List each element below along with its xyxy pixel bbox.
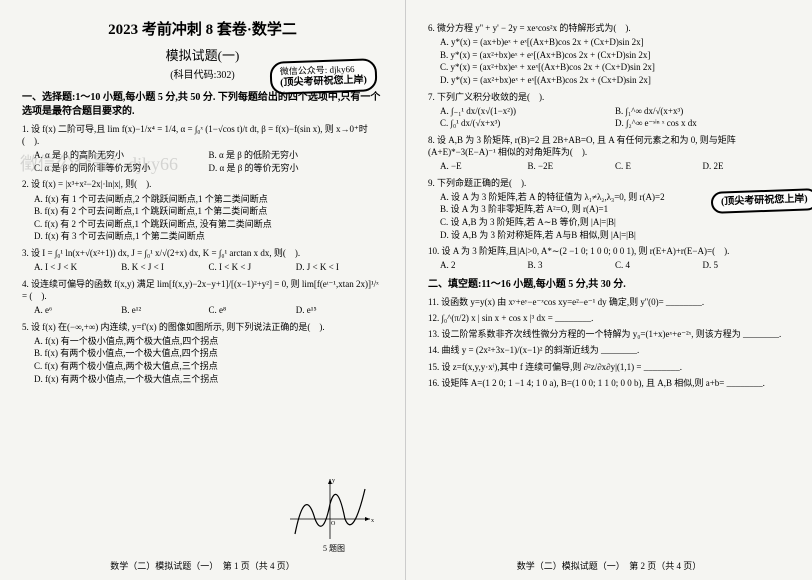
q3-opt-a: A. I < J < K [34,261,121,274]
q10-options: A. 2 B. 3 C. 4 D. 5 [440,259,790,272]
question-9: 9. 下列命题正确的是( ). [428,177,790,189]
question-8: 8. 设 A,B 为 3 阶矩阵, r(B)=2 且 2B+AB=O, 且 A … [428,134,790,158]
q5-opt-a: A. f(x) 有一个极小值点,两个极大值点,四个拐点 [34,335,287,348]
q7-opt-c: C. ∫₀¹ dx/(√x+x³) [440,117,615,130]
q8-options: A. −E B. −2E C. E D. 2E [440,160,790,173]
q5-opt-d: D. f(x) 有两个极小值点,一个极大值点,三个拐点 [34,373,287,386]
q8-opt-d: D. 2E [703,160,791,173]
page-left: 2023 考前冲刺 8 套卷·数学二 模拟试题(一) (科目代码:302) 微信… [0,0,406,580]
q3-opt-c: C. I < K < J [209,261,296,274]
q9-opt-c: C. 设 A,B 为 3 阶矩阵,若 A∼B 等价,则 |A|=|B| [440,216,790,229]
q8-opt-c: C. E [615,160,703,173]
q6-opt-a: A. y*(x) = (ax+b)eˣ + eˣ[(Ax+B)cos 2x + … [440,36,790,49]
q6-options: A. y*(x) = (ax+b)eˣ + eˣ[(Ax+B)cos 2x + … [440,36,790,86]
q7-opt-d: D. ∫₂^∞ e⁻ˢⁱⁿ ˣ cos x dx [615,117,790,130]
q1-opt-c: C. α 是 β 的同阶非等价无穷小 [34,162,209,175]
question-6: 6. 微分方程 y'' + y' − 2y = xeˣcos²x 的特解形式为(… [428,22,790,34]
q10-opt-d: D. 5 [703,259,791,272]
question-11: 11. 设函数 y=y(x) 由 xʸ+eʸ−e⁻ˣcos xy=e²−e⁻¹ … [428,296,790,308]
q4-opt-c: C. e⁸ [209,304,296,317]
q1-opt-a: A. α 是 β 的高阶无穷小 [34,149,209,162]
question-4: 4. 设连续可偏导的函数 f(x,y) 满足 lim[f(x,y)−2x−y+1… [22,278,383,302]
wechat-stamp: 微信公众号: djky66 (顶尖考研祝您上岸) [270,58,378,94]
q2-opt-c: C. f(x) 有 2 个可去间断点,1 个跳跃间断点, 没有第二类间断点 [34,218,383,231]
q8-opt-a: A. −E [440,160,528,173]
q2-opt-a: A. f(x) 有 1 个可去间断点,2 个跳跃间断点,1 个第二类间断点 [34,193,383,206]
question-15: 15. 设 z=f(x,y,y·xⁱ),其中 f 连续可偏导,则 ∂²z/∂x∂… [428,361,790,373]
q6-opt-b: B. y*(x) = (ax²+bx)eˣ + eˣ[(Ax+B)cos 2x … [440,49,790,62]
question-16: 16. 设矩阵 A=(1 2 0; 1 −1 4; 1 0 a), B=(1 0… [428,377,790,389]
q7-opt-b: B. ∫₁^∞ dx/√(x+x³) [615,105,790,118]
stamp-right-line: (顶尖考研祝您上岸) [721,193,808,208]
q5-caption: 5 题图 [323,543,345,554]
question-5: 5. 设 f(x) 在(−∞,+∞) 内连续, y=f'(x) 的图像如图所示,… [22,321,383,333]
section1-head: 一、选择题:1～10 小题,每小题 5 分,共 50 分. 下列每题给出的四个选… [22,91,383,119]
q3-opt-b: B. K < J < I [121,261,208,274]
q2-opt-d: D. f(x) 有 3 个可去间断点,1 个第二类间断点 [34,230,383,243]
q4-options: A. e⁶ B. e¹² C. e⁸ D. e¹⁵ [34,304,383,317]
q1-options: A. α 是 β 的高阶无穷小 B. α 是 β 的低阶无穷小 C. α 是 β… [34,149,383,174]
q8-opt-b: B. −2E [528,160,616,173]
footer-left: 数学（二）模拟试题（一） 第 1 页（共 4 页） [0,559,405,572]
q4-opt-a: A. e⁶ [34,304,121,317]
title-main: 2023 考前冲刺 8 套卷·数学二 [22,18,383,39]
svg-text:x: x [371,518,374,524]
q1-opt-d: D. α 是 β 的等价无穷小 [209,162,384,175]
q4-opt-b: B. e¹² [121,304,208,317]
q2-options: A. f(x) 有 1 个可去间断点,2 个跳跃间断点,1 个第二类间断点 B.… [34,193,383,243]
q7-opt-a: A. ∫₋₁¹ dx/(x√(1−x²)) [440,105,615,118]
q7-options: A. ∫₋₁¹ dx/(x√(1−x²)) B. ∫₁^∞ dx/√(x+x³)… [440,105,790,130]
question-12: 12. ∫₀^(π/2) x | sin x + cos x |³ dx = _… [428,312,790,324]
question-1: 1. 设 f(x) 二阶可导,且 lim f(x)−1/x⁴ = 1/4, α … [22,123,383,147]
q10-opt-c: C. 4 [615,259,703,272]
question-7: 7. 下列广义积分收敛的是( ). [428,91,790,103]
q5-opt-b: B. f(x) 有两个极小值点,一个极大值点,四个拐点 [34,347,287,360]
q6-opt-d: D. y*(x) = (ax²+bx)eˣ + eˣ[(Ax+B)cos 2x … [440,74,790,87]
q5-options: A. f(x) 有一个极小值点,两个极大值点,四个拐点 B. f(x) 有两个极… [34,335,287,385]
q5-opt-c: C. f(x) 有两个极小值点,两个极大值点,三个拐点 [34,360,287,373]
q6-opt-c: C. y*(x) = (ax²+bx)eˣ + xeˣ[(Ax+B)cos 2x… [440,61,790,74]
q1-opt-b: B. α 是 β 的低阶无穷小 [209,149,384,162]
question-10: 10. 设 A 为 3 阶矩阵,且|A|>0, A*∼(2 −1 0; 1 0 … [428,245,790,257]
footer-right: 数学（二）模拟试题（一） 第 2 页（共 4 页） [406,559,812,572]
stamp-line2: (顶尖考研祝您上岸) [280,74,367,89]
question-14: 14. 曲线 y = (2x²+3x−1)/(x−1)² 的斜渐近线为 ____… [428,344,790,356]
svg-text:y: y [332,478,335,484]
q2-opt-b: B. f(x) 有 2 个可去间断点,1 个跳跃间断点,1 个第二类间断点 [34,205,383,218]
svg-text:O: O [331,521,336,527]
q5-graph: x y O [285,474,375,544]
section2-head: 二、填空题:11～16 小题,每小题 5 分,共 30 分. [428,278,790,292]
q4-opt-d: D. e¹⁵ [296,304,383,317]
q3-options: A. I < J < K B. K < J < I C. I < K < J D… [34,261,383,274]
wechat-stamp-right: (顶尖考研祝您上岸) [711,188,812,214]
question-3: 3. 设 I = ∫₀¹ ln(x+√(x²+1)) dx, J = ∫₀¹ x… [22,247,383,259]
page-right: 6. 微分方程 y'' + y' − 2y = xeˣcos²x 的特解形式为(… [406,0,812,580]
question-2: 2. 设 f(x) = |x³+x²−2x|·ln|x|, 则( ). [22,178,383,190]
q3-opt-d: D. J < K < I [296,261,383,274]
q10-opt-a: A. 2 [440,259,528,272]
q9-opt-d: D. 设 A,B 为 3 阶对称矩阵,若 A与B 相似,则 |A|=|B| [440,229,790,242]
question-13: 13. 设二阶常系数非齐次线性微分方程的一个特解为 y₀=(1+x)eˣ+e⁻²… [428,328,790,340]
q10-opt-b: B. 3 [528,259,616,272]
